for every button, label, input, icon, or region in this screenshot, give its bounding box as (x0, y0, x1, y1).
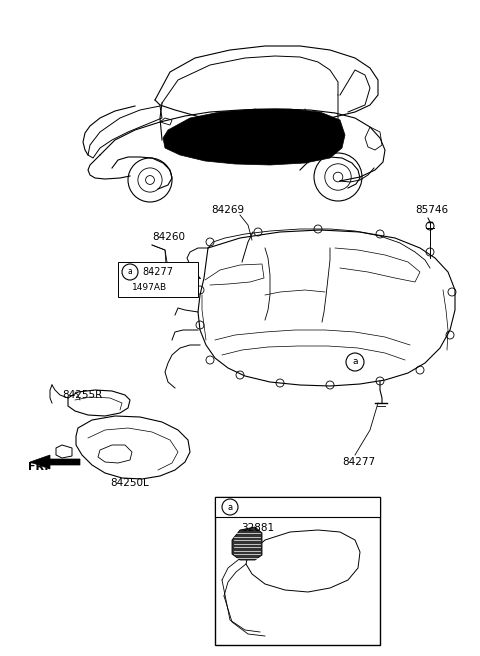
Text: 84250L: 84250L (110, 478, 149, 488)
Circle shape (346, 353, 364, 371)
Polygon shape (232, 527, 262, 560)
Circle shape (122, 264, 138, 280)
Text: a: a (228, 502, 233, 512)
Circle shape (222, 499, 238, 515)
Text: 85746: 85746 (415, 205, 448, 215)
Text: 84260: 84260 (152, 232, 185, 242)
Bar (215, 497, 380, 517)
Text: FR.: FR. (28, 462, 48, 472)
Text: a: a (352, 358, 358, 367)
Bar (215, 497, 380, 645)
Text: 32881: 32881 (241, 523, 274, 533)
Text: 84255R: 84255R (62, 390, 102, 400)
Text: 1497AB: 1497AB (132, 283, 167, 291)
Text: 84277: 84277 (342, 457, 375, 467)
Text: a: a (128, 268, 132, 276)
Text: 84269: 84269 (211, 205, 245, 215)
Polygon shape (163, 109, 345, 165)
Text: 84277: 84277 (142, 267, 173, 277)
Polygon shape (30, 455, 80, 469)
Bar (118, 262, 198, 297)
